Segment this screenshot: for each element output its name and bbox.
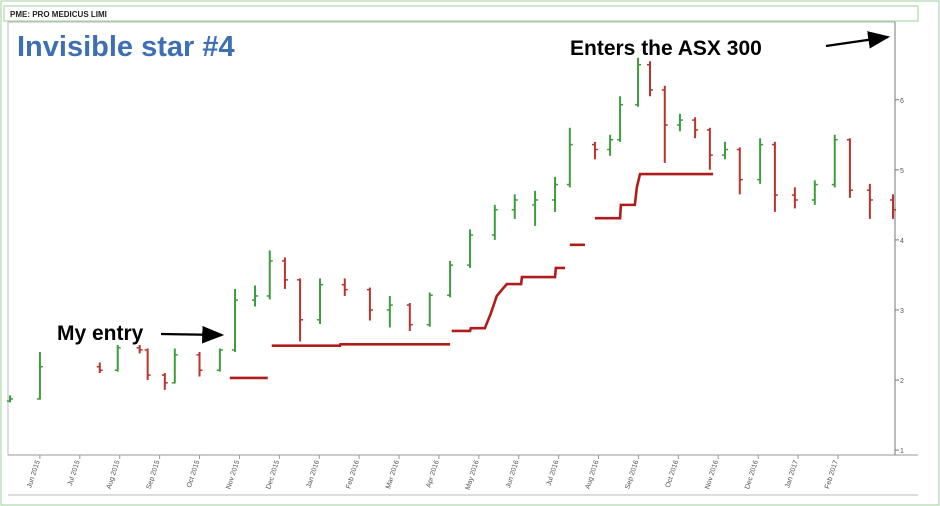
annotation: My entry [57, 322, 144, 345]
header: PME: PRO MEDICUS LIMI [10, 10, 107, 19]
y-tick-label: 6 [900, 98, 904, 105]
annotation-arrow [160, 325, 225, 344]
y-tick-label: 1 [900, 448, 904, 455]
stop-line [451, 266, 566, 333]
stop-line [594, 172, 714, 220]
plot-area [7, 21, 896, 456]
y-tick-label: 5 [900, 168, 904, 175]
stop-line [271, 342, 451, 347]
annotation: Enters the ASX 300 [570, 37, 762, 60]
annotation-arrow [825, 31, 891, 49]
y-tick-label: 3 [900, 308, 904, 315]
y-tick-label: 4 [900, 238, 904, 245]
chart-title: Invisible star #4 [17, 31, 235, 63]
y-tick-label: 2 [900, 378, 904, 385]
header-box [3, 5, 919, 22]
